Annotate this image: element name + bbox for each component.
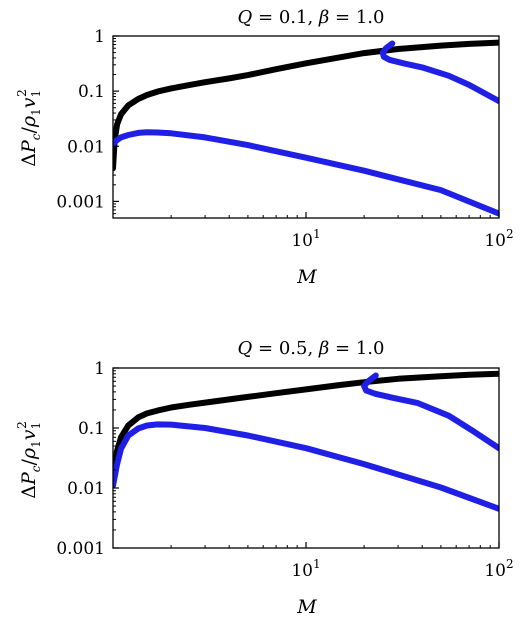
panel-1-series-3-line [379,40,499,105]
panel-2-frame [112,367,500,549]
panel-1-title: Q = 0.1, β = 1.0 [238,7,385,28]
panel-2-plot-area: 0.001 0.01 0.1 1 101 102 [56,359,513,581]
panel-2-series-2-line [113,421,499,512]
panel-2-series-1-line [113,370,499,489]
panel-2: Q = 0.5, β = 1.0 0.001 0.01 0.1 1 101 102 M Δ… [15,338,514,618]
panel-2-series-3-line [361,372,499,452]
panel-2-xtick-label-2: 102 [484,557,513,581]
panel-1-series-1-line [113,39,499,172]
panel-1-ytick-label-4: 1 [94,27,105,47]
panel-1-ytick-label-1: 0.001 [56,192,105,212]
panel-2-ytick-label-3: 0.1 [78,419,105,439]
panel-1-xlabel: M [296,266,317,288]
panel-1-ytick-label-3: 0.1 [78,82,105,102]
panel-2-title: Q = 0.5, β = 1.0 [238,338,385,359]
panel-1-ylabel: ΔPc/ρ1v12 [15,89,43,167]
panel-2-ytick-label-4: 1 [94,359,105,379]
panel-1-series-2-line [113,129,499,217]
panel-1-plot-area: 0.001 0.01 0.1 1 101 102 [56,27,513,251]
panel-2-xtick-label-1: 101 [291,557,320,581]
panel-2-ylabel: ΔPc/ρ1v12 [15,421,43,499]
panel-1-xtick-label-2: 102 [484,227,513,251]
panel-2-xlabel: M [296,596,317,618]
panel-1-ytick-label-2: 0.01 [67,137,105,157]
panel-1-xtick-label-1: 101 [291,227,320,251]
panel-2-ytick-label-2: 0.01 [67,479,105,499]
panel-1: Q = 0.1, β = 1.0 0.001 0.01 0.1 1 101 102 M Δ… [15,7,514,288]
panel-2-ytick-label-1: 0.001 [56,539,105,559]
